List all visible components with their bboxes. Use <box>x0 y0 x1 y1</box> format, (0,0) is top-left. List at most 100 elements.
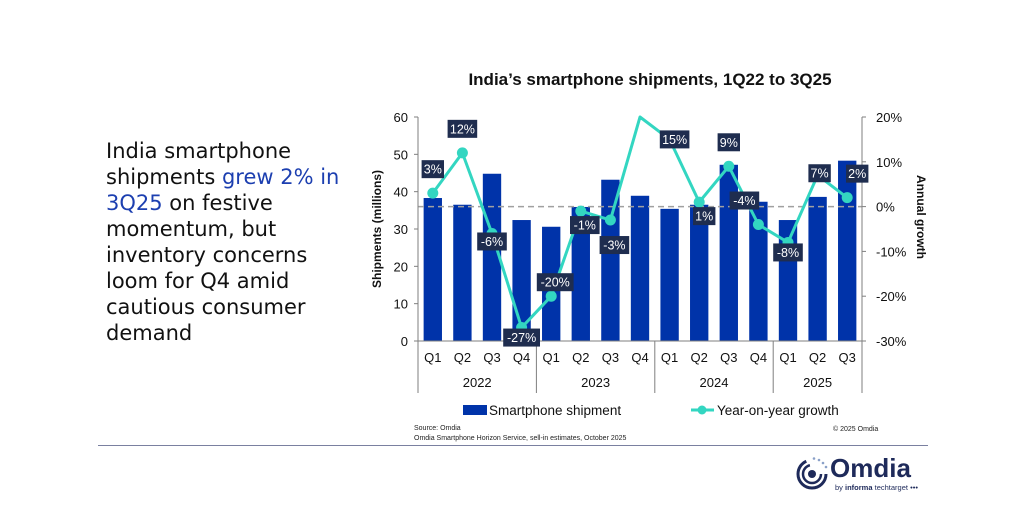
growth-data-label: 12% <box>450 122 475 136</box>
year-label: 2024 <box>700 375 729 390</box>
x-tick-label: Q4 <box>631 350 648 365</box>
chart-title: India’s smartphone shipments, 1Q22 to 3Q… <box>468 70 832 89</box>
growth-data-label: 15% <box>662 133 687 147</box>
right-tick-label: 10% <box>876 155 902 170</box>
copyright: © 2025 Omdia <box>833 426 879 433</box>
right-tick-label: -30% <box>876 334 907 349</box>
bar <box>571 206 590 341</box>
growth-data-label-box <box>729 191 760 210</box>
omdia-logo: Omdia by informa techtarget ••• <box>795 453 935 498</box>
bar <box>808 196 827 341</box>
growth-data-label-box <box>447 119 478 138</box>
year-label: 2025 <box>803 375 832 390</box>
right-tick-label: 0% <box>876 200 895 215</box>
growth-data-label-box <box>477 232 507 251</box>
growth-data-label-box <box>773 243 803 262</box>
left-axis-title: Shipments (millions) <box>370 170 384 288</box>
omdia-byline: by informa techtarget ••• <box>835 483 918 492</box>
bar <box>838 160 857 341</box>
growth-data-label: -1% <box>574 219 596 233</box>
source-note: Source: Omdia Omdia Smartphone Horizon S… <box>414 424 626 444</box>
growth-data-label: 7% <box>811 167 829 181</box>
left-tick-label: 30 <box>394 222 408 237</box>
right-tick-label: -20% <box>876 289 907 304</box>
growth-data-label-box <box>846 164 869 183</box>
bar <box>423 198 442 341</box>
bar <box>482 173 502 341</box>
source-detail: Omdia Smartphone Horizon Service, sell-i… <box>414 435 627 442</box>
x-tick-label: Q4 <box>513 350 530 365</box>
growth-data-label: -20% <box>541 276 570 290</box>
x-tick-label: Q3 <box>839 350 856 365</box>
growth-data-label: 1% <box>695 210 713 224</box>
left-tick-label: 60 <box>394 110 408 125</box>
growth-data-label: -4% <box>733 194 755 208</box>
growth-data-label-box <box>599 236 630 255</box>
growth-data-label-box <box>570 216 600 235</box>
growth-data-label-box <box>693 207 716 226</box>
bar <box>690 204 709 341</box>
x-tick-label: Q2 <box>572 350 589 365</box>
headline: India smartphone shipments grew 2% in 3Q… <box>106 138 356 346</box>
headline-highlight: grew 2% in 3Q25 <box>106 165 340 215</box>
growth-data-label-box <box>503 328 540 347</box>
byline-suffix: techtarget <box>872 483 908 492</box>
left-tick-label: 40 <box>394 185 408 200</box>
byline-prefix: by <box>835 483 846 492</box>
growth-data-label-box <box>717 133 740 152</box>
growth-data-label: -3% <box>603 239 625 253</box>
growth-data-label: 2% <box>848 167 866 181</box>
source-line: Source: Omdia <box>414 425 461 432</box>
legend-bar-label: Smartphone shipment <box>489 403 621 418</box>
x-tick-label: Q2 <box>809 350 826 365</box>
growth-point <box>575 205 587 217</box>
legend-line-marker <box>697 405 707 415</box>
right-tick-label: 20% <box>876 110 902 125</box>
x-tick-label: Q2 <box>691 350 708 365</box>
growth-data-label: 3% <box>424 163 442 177</box>
bar <box>453 204 472 341</box>
growth-point <box>604 214 616 226</box>
legend-bar-swatch <box>463 405 487 415</box>
growth-data-label-box <box>659 130 690 149</box>
bar <box>660 208 679 341</box>
omdia-logo-icon <box>796 457 828 490</box>
growth-point <box>456 147 468 159</box>
left-tick-label: 20 <box>394 259 408 274</box>
bar <box>749 201 768 341</box>
growth-data-label-box <box>808 164 831 183</box>
x-tick-label: Q4 <box>750 350 767 365</box>
growth-point <box>723 160 735 172</box>
x-tick-label: Q3 <box>602 350 619 365</box>
right-axis-title: Annual growth <box>914 175 928 259</box>
year-label: 2022 <box>463 375 492 390</box>
legend-line-label: Year-on-year growth <box>717 403 839 418</box>
left-tick-label: 10 <box>394 297 408 312</box>
growth-point <box>545 290 557 302</box>
x-tick-label: Q1 <box>424 350 441 365</box>
bar <box>719 164 738 341</box>
growth-data-label: -6% <box>481 235 503 249</box>
bar <box>630 195 650 341</box>
growth-data-label: -8% <box>777 246 799 260</box>
bar <box>601 179 620 341</box>
x-tick-label: Q1 <box>543 350 560 365</box>
headline-text-rest: on festive momentum, but inventory conce… <box>106 191 308 345</box>
x-tick-label: Q3 <box>720 350 737 365</box>
headline-text: India smartphone shipments <box>106 139 292 189</box>
left-tick-label: 0 <box>401 334 408 349</box>
x-tick-label: Q1 <box>661 350 678 365</box>
growth-point <box>841 192 853 204</box>
divider <box>98 445 928 446</box>
x-tick-label: Q2 <box>454 350 471 365</box>
x-tick-label: Q1 <box>779 350 796 365</box>
left-tick-label: 50 <box>394 147 408 162</box>
growth-point <box>693 196 705 208</box>
year-label: 2023 <box>581 375 610 390</box>
growth-point <box>427 187 439 199</box>
growth-line <box>431 115 849 330</box>
growth-point <box>752 219 764 231</box>
growth-data-label-box <box>536 273 574 292</box>
growth-data-label: -27% <box>507 331 536 345</box>
